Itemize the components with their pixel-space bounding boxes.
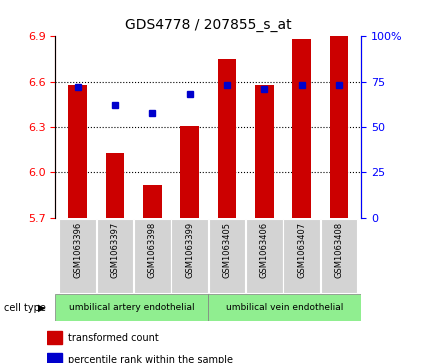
FancyBboxPatch shape — [209, 219, 245, 293]
Bar — [255, 85, 274, 218]
FancyBboxPatch shape — [208, 294, 361, 321]
FancyBboxPatch shape — [283, 219, 320, 293]
FancyBboxPatch shape — [55, 294, 208, 321]
FancyBboxPatch shape — [320, 219, 357, 293]
Bar — [218, 59, 236, 218]
Bar — [47, 353, 62, 363]
Text: GSM1063399: GSM1063399 — [185, 221, 194, 278]
Bar — [68, 85, 87, 218]
FancyBboxPatch shape — [134, 219, 170, 293]
Bar — [180, 126, 199, 218]
Title: GDS4778 / 207855_s_at: GDS4778 / 207855_s_at — [125, 19, 292, 33]
Text: GSM1063397: GSM1063397 — [110, 221, 119, 278]
Text: cell type: cell type — [4, 303, 46, 313]
FancyBboxPatch shape — [171, 219, 208, 293]
FancyBboxPatch shape — [96, 219, 133, 293]
Text: ▶: ▶ — [38, 303, 46, 313]
FancyBboxPatch shape — [60, 219, 96, 293]
Bar — [143, 184, 162, 218]
Text: GSM1063406: GSM1063406 — [260, 221, 269, 278]
Bar — [329, 36, 348, 218]
FancyBboxPatch shape — [246, 219, 283, 293]
Text: GSM1063405: GSM1063405 — [222, 221, 231, 278]
Text: GSM1063408: GSM1063408 — [334, 221, 343, 278]
Text: percentile rank within the sample: percentile rank within the sample — [68, 355, 233, 363]
Bar — [106, 153, 124, 218]
Text: transformed count: transformed count — [68, 333, 159, 343]
Text: GSM1063398: GSM1063398 — [148, 221, 157, 278]
Bar — [47, 331, 62, 344]
Text: umbilical vein endothelial: umbilical vein endothelial — [226, 303, 343, 312]
Text: GSM1063407: GSM1063407 — [297, 221, 306, 278]
Text: GSM1063396: GSM1063396 — [73, 221, 82, 278]
Bar — [292, 39, 311, 218]
Text: umbilical artery endothelial: umbilical artery endothelial — [69, 303, 195, 312]
